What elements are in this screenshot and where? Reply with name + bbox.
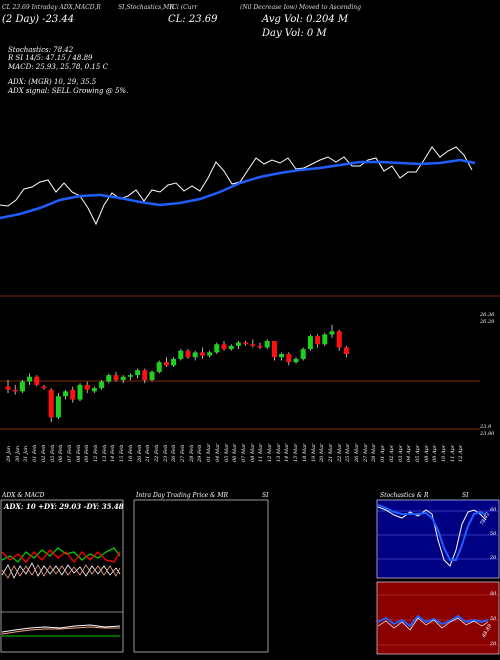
candle-body (156, 362, 162, 372)
candle-body (315, 336, 321, 345)
candle-body (192, 352, 198, 358)
mrsi-panel-title-2: SI (262, 492, 269, 499)
macd-readout: MACD: 25.93, 25.78, 0.15 C (8, 63, 108, 71)
candle-body (142, 370, 148, 380)
candle-body (55, 396, 61, 418)
header-line1: CL 23.69 Intraday ADX,MACD,R (2, 4, 101, 11)
candle-body (228, 345, 234, 350)
price-label-2: 26.29 (480, 319, 495, 325)
mrsi-panel-frame (133, 499, 269, 653)
candle-body (113, 375, 119, 380)
candle-body (336, 331, 342, 348)
macd-line (1, 624, 121, 633)
change-label: (2 Day) -23.44 (2, 14, 75, 25)
adx-values: ADX: 10 +DY: 29.03 -DY: 35.48 (4, 502, 124, 511)
candle-body (185, 350, 191, 358)
candle-body (41, 386, 47, 389)
header-line1c: (Ci (Curr (170, 4, 198, 11)
moving-average-line (0, 158, 476, 220)
candle-body (106, 375, 112, 382)
stoch-axis-80: 80 (490, 507, 497, 513)
candle-body (286, 354, 292, 363)
candle-body (120, 376, 126, 380)
candlestick-chart (0, 324, 480, 430)
candle-body (329, 331, 335, 335)
candle-body (5, 386, 11, 390)
close-label: CL: 23.69 (168, 14, 218, 25)
candle-body (243, 342, 249, 345)
candle-body (12, 389, 18, 392)
candle-body (99, 381, 105, 389)
candle-body (178, 350, 184, 359)
avg-vol-label: Avg Vol: 0.204 M (262, 14, 349, 25)
mrsi-panel-title: Intra Day Trading Price & MR (136, 492, 229, 499)
rsi-line (377, 614, 489, 628)
candle-body (343, 347, 349, 354)
day-vol-label: Day Vol: 0 M (262, 28, 327, 39)
rsi-axis-80: 80 (490, 591, 497, 597)
candle-body (63, 391, 69, 397)
adx-line-2 (1, 564, 121, 579)
adx-line (1, 562, 121, 579)
candle-body (214, 344, 220, 353)
candle-body (271, 341, 277, 358)
price-label-4: 23.90 (480, 431, 495, 437)
candle-body (293, 358, 299, 363)
header-line1d: (Nil Decrease Iow) Moved to Ascending (240, 4, 361, 11)
rsi-axis-50: 50 (490, 616, 497, 622)
stoch-axis-50: 50 (490, 531, 497, 537)
stoch-readout: Stochastics: 78.42 (8, 46, 74, 54)
candle-body (91, 388, 97, 392)
candle-body (300, 349, 306, 359)
candle-body (199, 352, 205, 356)
candle-body (207, 352, 213, 356)
stoch-axis-20: 20 (490, 555, 497, 561)
candle-body (77, 384, 83, 400)
candle-body (48, 389, 54, 418)
adx-minus-line (1, 549, 121, 564)
candle-body (135, 370, 141, 376)
adx-readout: ADX: (MGR) 10, 29, 35.5 (8, 78, 97, 86)
candle-body (27, 376, 33, 382)
macd-signal-line (1, 626, 120, 635)
candle-body (257, 345, 263, 348)
rsi-readout: R SI 14/5: 47.15 / 48.89 (8, 54, 93, 62)
candle-body (264, 341, 270, 348)
stoch-panel-title: Stochastics & R (380, 492, 429, 499)
stoch-k-line (377, 506, 487, 567)
adx-signal-readout: ADX signal: SELL Growing @ 5%. (8, 87, 129, 95)
candle-body (171, 358, 177, 366)
candle-body (322, 334, 328, 345)
candle-body (279, 354, 285, 358)
candle-body (307, 336, 313, 350)
price-label-1: 26.36 (480, 312, 495, 318)
candle-body (127, 375, 133, 377)
candle-body (70, 389, 76, 400)
price-label-3: 23.9 (480, 424, 492, 430)
candle-body (163, 362, 169, 366)
top-line-chart (0, 146, 500, 297)
candle-body (250, 344, 256, 346)
candle-body (19, 381, 25, 392)
candle-body (235, 342, 241, 346)
candle-body (34, 376, 40, 385)
rsi-fast-line (377, 617, 489, 631)
stoch-d-line (377, 504, 487, 561)
candle-body (84, 384, 90, 390)
adx-plus-line (1, 547, 121, 563)
adx-panel-title: ADX & MACD (2, 492, 45, 499)
rsi-axis-20: 20 (490, 641, 497, 647)
stoch-panel-title-2: SI (462, 492, 469, 499)
rsi-panel-frame (376, 581, 500, 655)
candle-body (149, 371, 155, 380)
header-line1b: SI,Stochastics,MR (118, 4, 174, 11)
candle-body (221, 344, 227, 350)
